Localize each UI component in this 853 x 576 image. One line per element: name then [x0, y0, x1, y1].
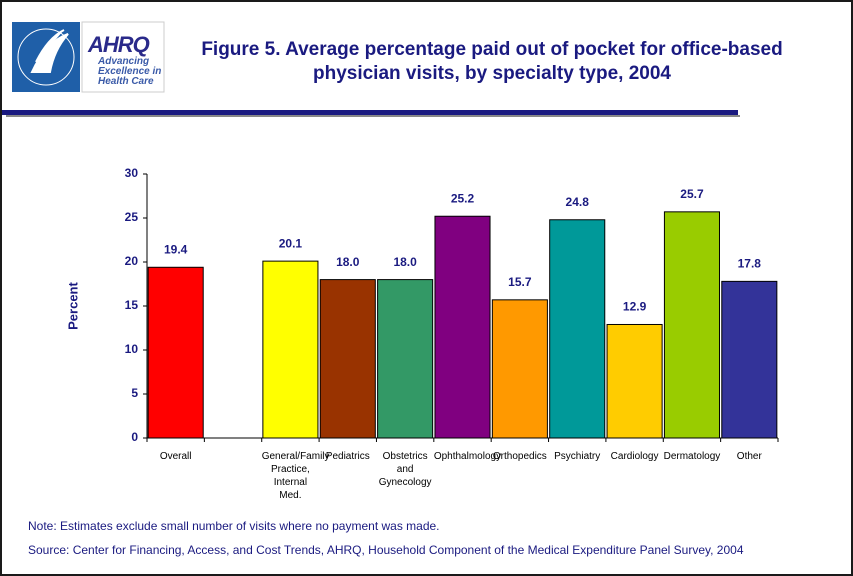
- bar: [663, 211, 720, 439]
- logo-name: AHRQ: [88, 32, 150, 57]
- y-tick-label: 20: [125, 254, 139, 268]
- source: Source: Center for Financing, Access, an…: [28, 543, 744, 557]
- x-tick-label: Cardiology: [610, 451, 659, 462]
- value-label: 18.0: [393, 255, 417, 269]
- value-label: 15.7: [508, 275, 532, 289]
- value-label: 12.9: [623, 300, 647, 314]
- bar: [491, 299, 548, 439]
- value-label: 24.8: [566, 195, 590, 209]
- x-tick-label: Overall: [159, 451, 192, 462]
- value-label: 18.0: [336, 255, 360, 269]
- x-tick-label: Pediatrics: [325, 451, 370, 462]
- value-label: 25.2: [451, 191, 475, 205]
- bar: [721, 280, 778, 439]
- y-tick-label: 25: [125, 210, 139, 224]
- value-label: 25.7: [680, 187, 704, 201]
- y-axis-label: Percent: [65, 281, 80, 329]
- x-tick-label: Other: [736, 451, 762, 462]
- header-rule: [2, 110, 738, 115]
- x-tick-label: General/Family Practice, Internal Med.: [261, 451, 330, 501]
- y-tick-label: 15: [125, 298, 139, 312]
- x-tick-label: Obstetrics and Gynecology: [378, 451, 432, 488]
- x-tick-label: Dermatology: [663, 451, 721, 462]
- y-tick-label: 30: [125, 166, 139, 180]
- y-tick-label: 0: [131, 430, 138, 444]
- header-rule-shadow: [6, 115, 740, 117]
- y-tick-label: 5: [131, 386, 138, 400]
- bar: [549, 219, 606, 439]
- bar: [147, 266, 204, 439]
- bar: [262, 260, 319, 439]
- note: Note: Estimates exclude small number of …: [28, 519, 440, 533]
- bar: [606, 323, 663, 439]
- bar: [434, 215, 491, 439]
- value-label: 17.8: [738, 257, 762, 271]
- value-label: 19.4: [164, 242, 188, 256]
- logo-tagline: Advancing Excellence in Health Care: [98, 56, 162, 87]
- x-tick-label: Psychiatry: [554, 451, 601, 462]
- chart-title: Figure 5. Average percentage paid out of…: [201, 39, 783, 84]
- x-tick-label: Orthopedics: [492, 451, 547, 462]
- value-label: 20.1: [279, 236, 303, 250]
- y-tick-label: 10: [125, 342, 139, 356]
- ahrq-logo-box: [81, 21, 165, 93]
- seal-ring: [17, 28, 75, 86]
- bar: [377, 279, 434, 439]
- bar: [319, 279, 376, 439]
- seal-eagle: [30, 29, 69, 73]
- x-tick-label: Ophthalmology: [433, 451, 502, 462]
